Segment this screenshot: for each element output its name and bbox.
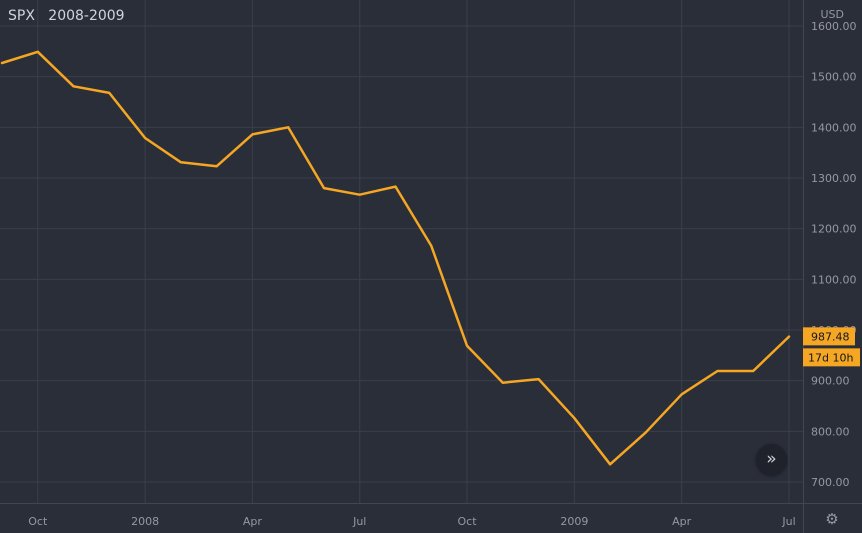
price-line (0, 50, 791, 466)
price-label-box (803, 327, 855, 346)
x-tick-label: Apr (672, 515, 692, 528)
y-tick-label: 1100.00 (811, 273, 857, 286)
currency-label: USD (820, 8, 844, 21)
double-chevron-right-icon: » (766, 449, 777, 469)
countdown-label: 17d 10h (808, 351, 853, 364)
x-tick-label: Jul (352, 515, 366, 528)
y-tick-label: 1400.00 (811, 121, 857, 134)
x-tick-label: 2008 (131, 515, 159, 528)
y-tick-label: 900.00 (811, 375, 850, 388)
x-tick-label: Oct (28, 515, 48, 528)
y-tick-label: 700.00 (811, 476, 850, 489)
y-tick-label: 1200.00 (811, 223, 857, 236)
countdown-label-box (803, 348, 860, 367)
y-tick-label: 1600.00 (811, 20, 857, 33)
x-tick-label: Jul (781, 515, 795, 528)
y-tick-label: 1300.00 (811, 172, 857, 185)
period-label: 2008-2009 (48, 8, 125, 24)
y-tick-label: 1500.00 (811, 71, 857, 84)
scroll-to-realtime-button[interactable]: » (756, 444, 787, 475)
settings-gear-icon[interactable]: ⚙ (825, 510, 839, 528)
x-tick-label: 2009 (560, 515, 588, 528)
x-tick-label: Oct (458, 515, 478, 528)
symbol-label: SPX (8, 8, 35, 24)
chart-title: SPX 2008-2009 (8, 8, 125, 24)
x-tick-label: Apr (243, 515, 263, 528)
y-tick-label: 800.00 (811, 425, 850, 438)
current-price-label: 987.48 (811, 330, 850, 343)
